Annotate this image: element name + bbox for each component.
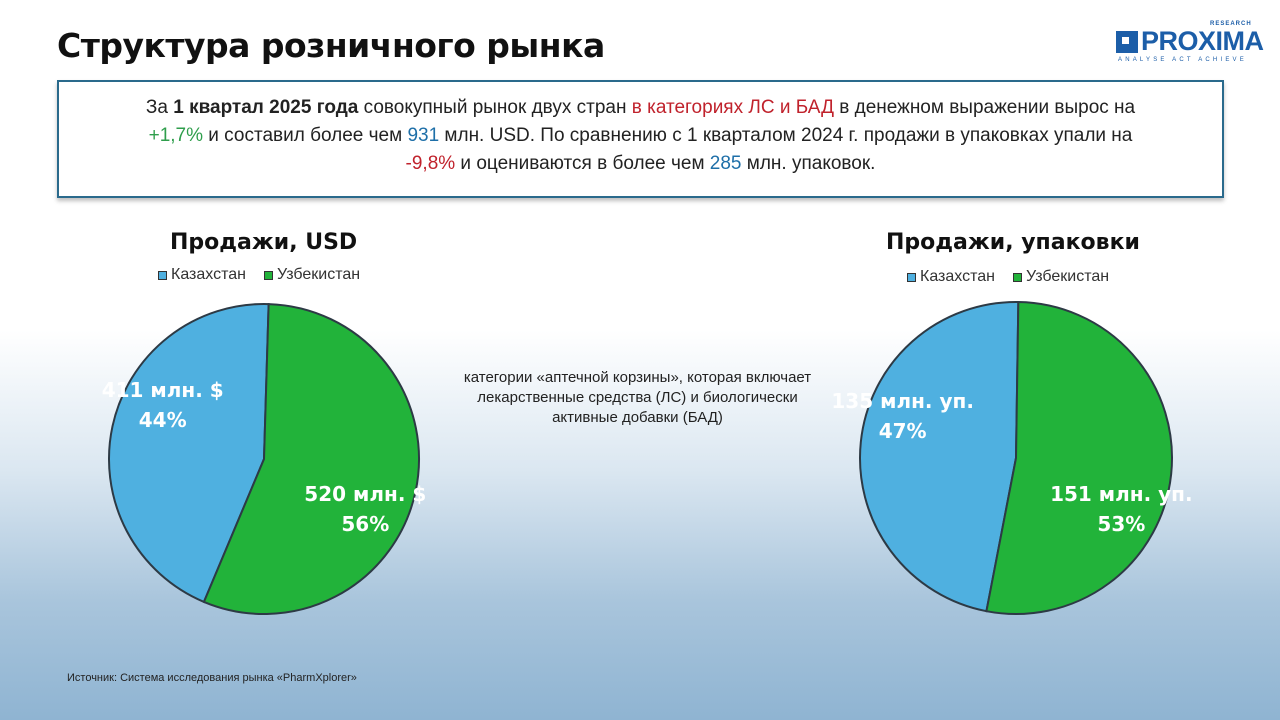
legend-label: Казахстан	[171, 266, 246, 283]
summary-categories: в категориях ЛС и БАД	[631, 97, 834, 118]
pie-value-label-uzbekistan: 151 млн. уп.	[1050, 482, 1193, 506]
pie-value-label-uzbekistan: 520 млн. $	[304, 482, 426, 506]
legend-item-uzbekistan: Узбекистан	[263, 266, 361, 284]
pie-slice-uzbekistan	[985, 301, 1173, 615]
category-note: категории «аптечной корзины», которая вк…	[463, 369, 812, 426]
summary-text-1: За	[145, 97, 174, 118]
legend-label: Узбекистан	[276, 266, 361, 283]
chart-packs-legend: Казахстан Узбекистан	[907, 268, 1109, 286]
chart-usd-legend: Казахстан Узбекистан	[158, 266, 360, 284]
summary-text-5: в денежном выражении вырос на	[833, 97, 1136, 118]
chart-packs-title: Продажи, упаковки	[886, 230, 1140, 255]
summary-text-13: млн. упаковок.	[741, 153, 876, 174]
summary-text-9: млн. USD. По сравнению с 1 кварталом 202…	[439, 125, 1133, 146]
summary-growth: +1,7%	[148, 125, 204, 146]
legend-label: Узбекистан	[1025, 268, 1110, 285]
logo-square-icon	[1116, 31, 1138, 53]
legend-label: Казахстан	[920, 268, 995, 285]
summary-decline: -9,8%	[405, 153, 456, 174]
pie-chart-usd: 411 млн. $ 44% 520 млн. $ 56%	[102, 303, 426, 615]
legend-swatch-uzbekistan	[263, 270, 273, 280]
source-note: Источник: Система исследования рынка «Ph…	[67, 672, 357, 684]
pie-percent-label-kazakhstan: 47%	[879, 419, 927, 443]
pie-percent-label-uzbekistan: 53%	[1097, 512, 1145, 536]
legend-swatch-uzbekistan	[1012, 272, 1022, 282]
logo-research: RESEARCH	[1210, 21, 1252, 27]
chart-usd-title: Продажи, USD	[170, 230, 358, 255]
summary-text-7: и составил более чем	[203, 125, 408, 146]
pie-chart-packs: 135 млн. уп. 47% 151 млн. уп. 53%	[831, 301, 1193, 615]
page-title: Структура розничного рынка	[57, 26, 605, 65]
pie-value-label-kazakhstan: 135 млн. уп.	[831, 389, 974, 413]
summary-box: За 1 квартал 2025 года совокупный рынок …	[57, 80, 1224, 198]
pie-slice-uzbekistan	[202, 303, 420, 615]
logo-tagline: ANALYSE ACT ACHIEVE	[1118, 57, 1247, 63]
summary-usd-total: 931	[407, 125, 440, 146]
legend-item-uzbekistan: Узбекистан	[1012, 268, 1110, 286]
legend-swatch-kazakhstan	[907, 272, 916, 282]
pie-percent-label-kazakhstan: 44%	[139, 408, 187, 432]
legend-item-kazakhstan: Казахстан	[907, 268, 995, 286]
pie-slice-kazakhstan	[108, 303, 270, 604]
proxima-logo: PROXIMA RESEARCH ANALYSE ACT ACHIEVE	[1114, 21, 1264, 68]
summary-text-3: совокупный рынок двух стран	[358, 97, 632, 118]
pie-value-label-kazakhstan: 411 млн. $	[102, 378, 224, 402]
legend-swatch-kazakhstan	[158, 270, 167, 280]
legend-item-kazakhstan: Казахстан	[158, 266, 246, 284]
summary-period: 1 квартал 2025 года	[173, 97, 359, 118]
logo-word: PROXIMA	[1141, 26, 1264, 56]
pie-slice-kazakhstan	[859, 301, 1020, 613]
summary-text-11: и оцениваются в более чем	[455, 153, 710, 174]
summary-packs-total: 285	[709, 153, 742, 174]
pie-percent-label-uzbekistan: 56%	[341, 512, 389, 536]
